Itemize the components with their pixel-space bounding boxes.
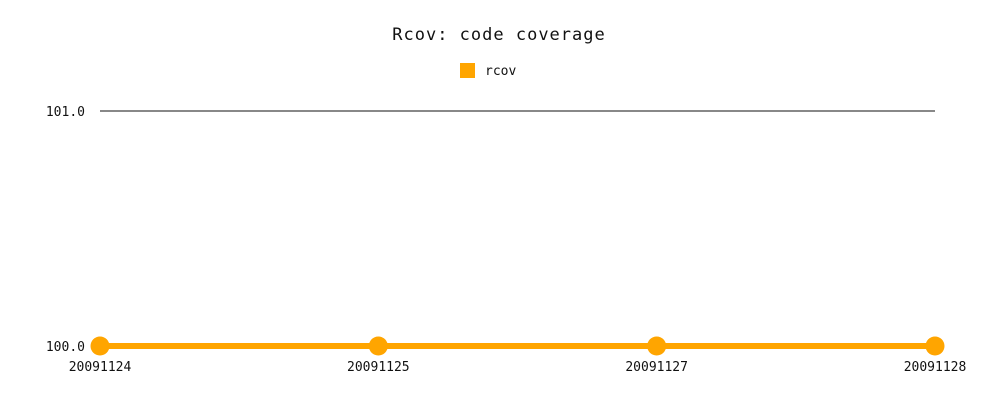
data-point-rcov <box>647 336 667 356</box>
series-rcov <box>90 336 945 356</box>
legend-swatch-rcov <box>460 63 475 78</box>
x-tick-label: 20091125 <box>347 360 410 375</box>
y-tick-label: 100.0 <box>46 340 85 355</box>
y-axis-ticks: 101.0 100.0 <box>46 105 85 355</box>
x-tick-label: 20091124 <box>69 360 132 375</box>
chart-title: Rcov: code coverage <box>392 25 605 45</box>
x-tick-label: 20091128 <box>904 360 967 375</box>
x-tick-label: 20091127 <box>625 360 688 375</box>
legend: rcov <box>460 63 516 79</box>
data-point-rcov <box>925 336 945 356</box>
data-point-rcov <box>368 336 388 356</box>
legend-label-rcov: rcov <box>485 64 516 79</box>
y-tick-label: 101.0 <box>46 105 85 120</box>
x-axis-ticks: 20091124 20091125 20091127 20091128 <box>69 360 967 375</box>
data-point-rcov <box>90 336 110 356</box>
